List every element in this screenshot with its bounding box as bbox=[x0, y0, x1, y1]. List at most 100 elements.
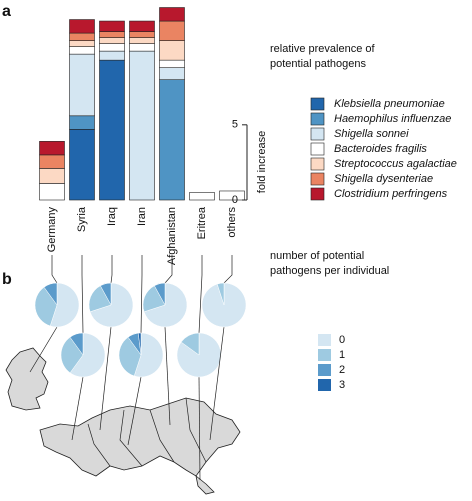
bar-segment bbox=[99, 37, 125, 44]
legend-swatch bbox=[310, 112, 325, 126]
x-tick-label: Iraq bbox=[106, 207, 118, 226]
bar-segment bbox=[39, 141, 65, 156]
legend-label: Shigella dysenteriae bbox=[334, 173, 433, 185]
legend-label: Bacteroides fragilis bbox=[334, 143, 427, 155]
pie-slice bbox=[133, 332, 164, 378]
map-border bbox=[87, 397, 207, 467]
bar-segment bbox=[159, 7, 185, 22]
leader-line bbox=[140, 255, 143, 334]
legend-title: number of potential bbox=[270, 250, 364, 262]
bar-segment bbox=[99, 31, 125, 38]
legend-swatch bbox=[318, 379, 331, 391]
bar-segment bbox=[159, 67, 185, 80]
pie-slice bbox=[216, 282, 225, 306]
leader-line bbox=[127, 376, 142, 446]
y-tick-label: 0 bbox=[232, 194, 238, 206]
x-tick-label: others bbox=[226, 207, 238, 238]
pie-slice bbox=[100, 282, 112, 306]
bar-segment bbox=[129, 43, 155, 52]
pie-slice bbox=[69, 332, 84, 356]
bar-segment bbox=[69, 32, 95, 41]
leader-line bbox=[51, 255, 58, 284]
legend-swatch bbox=[310, 187, 325, 201]
legend-label: 3 bbox=[339, 379, 345, 391]
legend-label: 0 bbox=[339, 334, 345, 346]
leader-line bbox=[198, 376, 201, 481]
bar-segment bbox=[99, 59, 125, 201]
map-germany bbox=[5, 347, 49, 411]
legend-swatch bbox=[318, 334, 331, 346]
legend-swatch bbox=[310, 97, 325, 111]
bar-segment bbox=[159, 79, 185, 201]
map-eritrea bbox=[195, 475, 215, 495]
legend-title: potential pathogens bbox=[270, 58, 367, 70]
legend-swatch bbox=[318, 364, 331, 376]
legend-label: Clostridium perfringens bbox=[334, 188, 448, 200]
legend-label: Klebsiella pneumoniae bbox=[334, 98, 445, 110]
legend-label: 1 bbox=[339, 349, 345, 361]
bar-segment bbox=[39, 183, 65, 201]
pie-slice bbox=[137, 332, 142, 356]
pie-slice bbox=[180, 332, 200, 356]
y-axis-label: fold increase bbox=[256, 131, 268, 193]
pie-slice bbox=[118, 336, 142, 377]
legend-swatch bbox=[310, 127, 325, 141]
bar-segment bbox=[129, 50, 155, 201]
bar-segment bbox=[99, 50, 125, 61]
pie-slice bbox=[69, 332, 106, 378]
bar-segment bbox=[69, 129, 95, 201]
leader-line bbox=[99, 326, 112, 431]
pie-slice bbox=[154, 282, 166, 306]
leader-line bbox=[81, 255, 84, 334]
panel-label: b bbox=[2, 271, 12, 288]
pie-slice bbox=[43, 282, 58, 306]
leader-line bbox=[164, 326, 171, 426]
pie-slice bbox=[60, 336, 84, 374]
leader-line bbox=[198, 255, 203, 334]
bar-segment bbox=[39, 154, 65, 169]
legend-swatch bbox=[318, 349, 331, 361]
map bbox=[5, 347, 241, 495]
bar-segment bbox=[189, 192, 215, 201]
map-middle-east bbox=[39, 397, 241, 477]
legend-label: Shigella sonnei bbox=[334, 128, 409, 140]
y-tick-label: 5 bbox=[232, 119, 238, 131]
legend-label: Streptococcus agalactiae bbox=[334, 158, 457, 170]
bar-segment bbox=[69, 53, 95, 117]
pie-slice bbox=[89, 282, 134, 328]
legend-swatch bbox=[310, 172, 325, 186]
bar-segment bbox=[69, 115, 95, 130]
legend-swatch bbox=[310, 157, 325, 171]
bar-segment bbox=[39, 168, 65, 184]
legend-title: pathogens per individual bbox=[270, 265, 389, 277]
leader-line bbox=[223, 255, 233, 284]
legend-title: relative prevalence of bbox=[270, 43, 376, 55]
x-tick-label: Iran bbox=[136, 207, 148, 226]
legend-label: 2 bbox=[339, 364, 345, 376]
leader-line bbox=[71, 376, 84, 441]
bar-segment bbox=[99, 20, 125, 32]
leader-line bbox=[110, 255, 113, 284]
pie-slice bbox=[143, 282, 188, 328]
leader-line bbox=[164, 255, 173, 284]
bar-segment bbox=[129, 37, 155, 44]
bar-segment bbox=[99, 43, 125, 52]
bar-segment bbox=[159, 40, 185, 61]
x-tick-label: Eritrea bbox=[196, 206, 208, 239]
legend-label: Haemophilus influenzae bbox=[334, 113, 451, 125]
x-tick-label: Afghanistan bbox=[166, 207, 178, 265]
bar-segment bbox=[159, 20, 185, 41]
pie-slice bbox=[49, 282, 80, 328]
bar-segment bbox=[159, 59, 185, 68]
bar-segment bbox=[219, 190, 245, 201]
pie-slice bbox=[34, 286, 58, 327]
x-tick-label: Germany bbox=[46, 207, 58, 253]
bar-segment bbox=[129, 20, 155, 32]
panel-label: a bbox=[2, 3, 11, 20]
leader-line bbox=[29, 326, 58, 373]
leader-line bbox=[209, 326, 225, 441]
bar-segment bbox=[69, 19, 95, 34]
x-tick-label: Syria bbox=[76, 206, 88, 232]
bar-segment bbox=[69, 46, 95, 55]
